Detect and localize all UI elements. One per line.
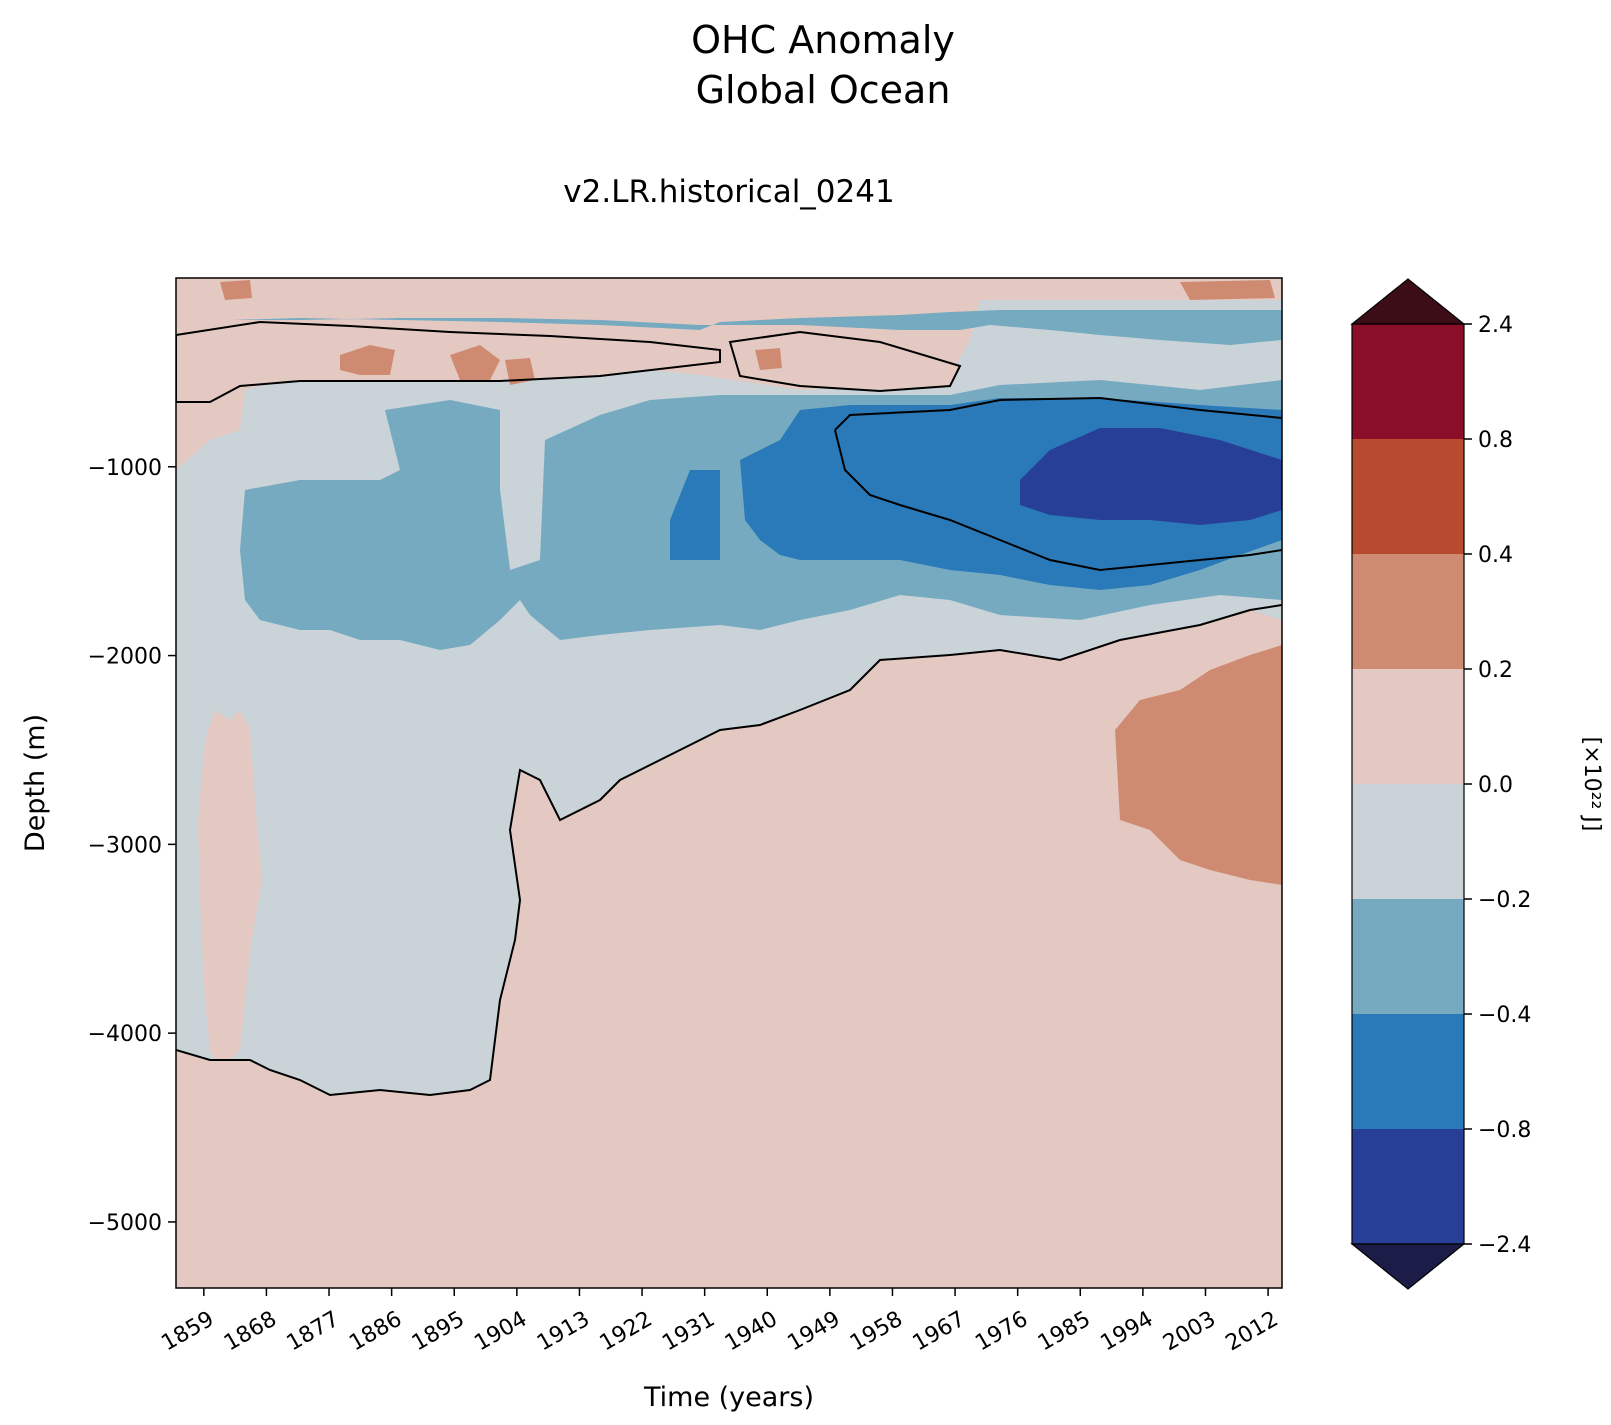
- x-tick-label: 1886: [345, 1307, 406, 1357]
- colorbar-label: [×10²² J]: [1579, 737, 1604, 832]
- colorbar-segment: [1352, 899, 1464, 1015]
- y-axis-ticks: −1000 −2000 −3000 −4000 −5000: [88, 456, 176, 1236]
- x-tick-label: 1976: [971, 1307, 1032, 1357]
- x-tick-label: 1859: [157, 1307, 218, 1357]
- contour-upper-warm-band: [176, 320, 962, 403]
- y-tick-label: −2000: [88, 645, 162, 670]
- x-tick-label: 1985: [1034, 1307, 1095, 1357]
- colorbar-tick-label: 0.2: [1478, 658, 1513, 683]
- x-tick-label: 1994: [1096, 1307, 1157, 1357]
- y-axis-label: Depth (m): [20, 714, 51, 852]
- colorbar-tick-label: −0.2: [1478, 888, 1531, 913]
- x-tick-label: 1949: [783, 1307, 844, 1357]
- colorbar-segment: [1352, 1014, 1464, 1130]
- x-tick-label: 1958: [846, 1307, 907, 1357]
- colorbar-tick-label: 0.8: [1478, 428, 1513, 453]
- y-tick-label: −5000: [88, 1211, 162, 1236]
- y-tick-label: −3000: [88, 833, 162, 858]
- x-tick-label: 1877: [283, 1307, 344, 1357]
- contour-core-cooling: [834, 396, 1282, 572]
- chart-subtitle: v2.LR.historical_0241: [563, 174, 894, 210]
- region-deep-warming-patch: [1115, 645, 1282, 885]
- chart-title-line2: Global Ocean: [696, 68, 951, 112]
- colorbar-segment: [1352, 554, 1464, 670]
- x-tick-label: 1904: [470, 1307, 531, 1357]
- y-tick-label: −4000: [88, 1022, 162, 1047]
- x-tick-label: 1895: [408, 1307, 469, 1357]
- x-tick-label: 1967: [909, 1307, 970, 1357]
- region-left-positive-column: [198, 710, 262, 1070]
- x-tick-label: 1931: [658, 1307, 719, 1357]
- region-upper-cooling-band: [230, 310, 1282, 345]
- colorbar-segment: [1352, 784, 1464, 900]
- colorbar-tick-label: 0.0: [1478, 773, 1513, 798]
- x-axis-ticks: 1859 1868 1877 1886 1895 1904 1913 1922 1931 1940…: [157, 1288, 1283, 1357]
- colorbar: 2.4 0.8 0.4 0.2 0.0 −0.2 −0.4 −0.8 −2.4: [1350, 278, 1531, 1290]
- colorbar-tick-label: −2.4: [1478, 1233, 1531, 1258]
- colorbar-tick-label: 0.4: [1478, 543, 1513, 568]
- colorbar-tick-label: −0.8: [1478, 1118, 1531, 1143]
- y-tick-label: −1000: [88, 456, 162, 481]
- colorbar-tick-label: −0.4: [1478, 1003, 1531, 1028]
- x-tick-label: 1868: [220, 1307, 281, 1357]
- colorbar-over-arrow: [1350, 278, 1466, 325]
- x-tick-label: 1940: [721, 1307, 782, 1357]
- x-axis-label: Time (years): [643, 1382, 814, 1413]
- plot-area: [176, 278, 1282, 1288]
- contour-zero-deep: [176, 604, 1282, 1097]
- chart-title-line1: OHC Anomaly: [691, 18, 955, 62]
- colorbar-segment: [1352, 324, 1464, 440]
- x-tick-label: 1913: [533, 1307, 594, 1357]
- x-tick-label: 1922: [596, 1307, 657, 1357]
- colorbar-segment: [1352, 439, 1464, 555]
- region-core-cooling: [1020, 428, 1282, 525]
- colorbar-segment: [1352, 669, 1464, 785]
- region-near-surface-warm-patches: [220, 280, 1275, 385]
- x-tick-label: 2003: [1159, 1307, 1220, 1357]
- plot-frame: [175, 277, 1283, 1289]
- colorbar-tick-label: 2.4: [1478, 313, 1513, 338]
- colorbar-under-arrow: [1350, 1243, 1466, 1290]
- x-tick-label: 2012: [1222, 1307, 1283, 1357]
- colorbar-segment: [1352, 1129, 1464, 1245]
- region-upper-positive-band-2: [730, 330, 960, 390]
